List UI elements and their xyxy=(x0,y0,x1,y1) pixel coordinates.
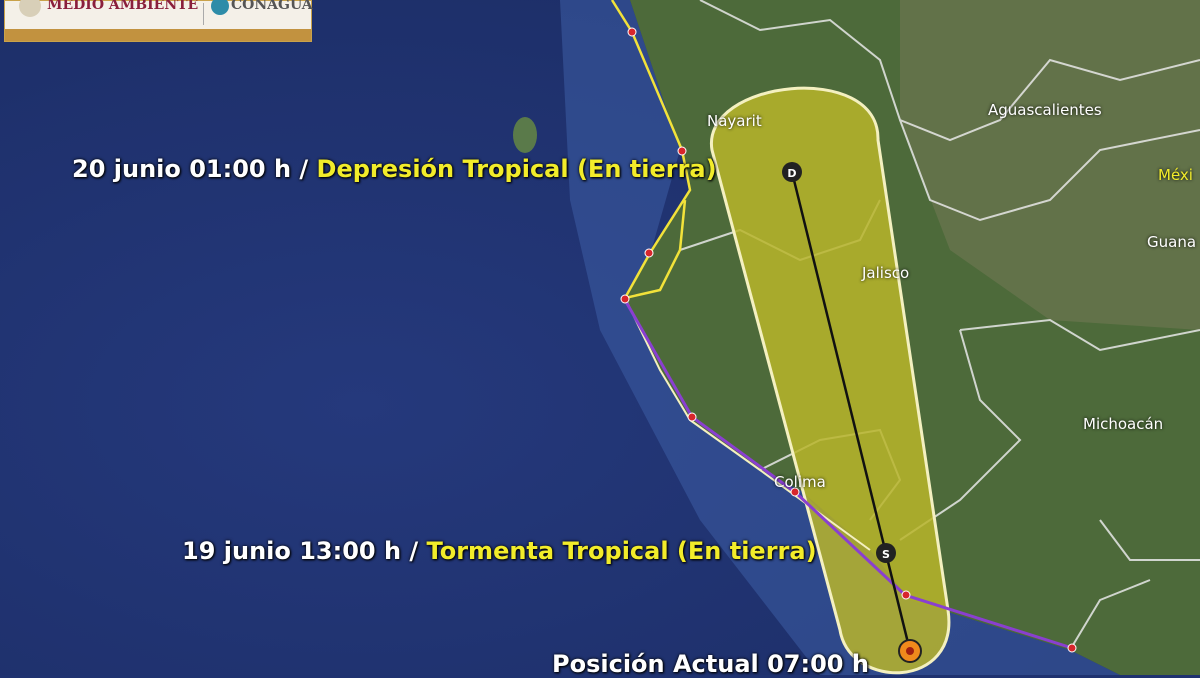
shelf xyxy=(560,0,1120,675)
logo-banner: MEDIO AMBIENTE CONAGUA xyxy=(4,0,313,42)
highlands xyxy=(900,0,1200,330)
place-michoacan: Michoacán xyxy=(1083,415,1164,433)
conagua-logo-icon xyxy=(211,0,229,15)
marker-storm[interactable]: S xyxy=(876,543,896,563)
forecast-1-status: Depresión Tropical (En tierra) xyxy=(316,155,717,183)
forecast-track-line xyxy=(790,171,912,652)
forecast-2-status: Tormenta Tropical (En tierra) xyxy=(426,537,817,565)
marker-s-label: S xyxy=(882,548,890,561)
forecast-label-2: 19 junio 13:00 h / Tormenta Tropical (En… xyxy=(182,537,817,565)
place-aguascalientes: Aguascalientes xyxy=(988,101,1102,119)
marker-d-label: D xyxy=(787,167,796,180)
place-colima: Colima xyxy=(774,473,826,491)
logo-bar xyxy=(5,29,311,41)
forecast-1-time: 20 junio 01:00 h / xyxy=(72,155,309,183)
marker-depression[interactable]: D xyxy=(782,162,802,182)
forecast-2-time: 19 junio 13:00 h / xyxy=(182,537,419,565)
logo-medio-ambiente: MEDIO AMBIENTE xyxy=(47,0,199,13)
place-jalisco: Jalisco xyxy=(862,264,910,282)
current-position-marker[interactable] xyxy=(898,639,922,663)
logo-conagua: CONAGUA xyxy=(231,0,313,13)
islands xyxy=(513,117,537,153)
place-nayarit: Nayarit xyxy=(707,112,762,130)
forecast-cone xyxy=(710,86,951,675)
forecast-label-1: 20 junio 01:00 h / Depresión Tropical (E… xyxy=(72,155,717,183)
warning-points xyxy=(620,27,1077,653)
place-mexico: Méxi xyxy=(1158,166,1193,184)
place-guanajuato: Guana xyxy=(1147,233,1197,251)
current-position-label: Posición Actual 07:00 h xyxy=(552,650,869,678)
logo-divider xyxy=(203,3,204,25)
government-seal-icon xyxy=(19,0,41,17)
